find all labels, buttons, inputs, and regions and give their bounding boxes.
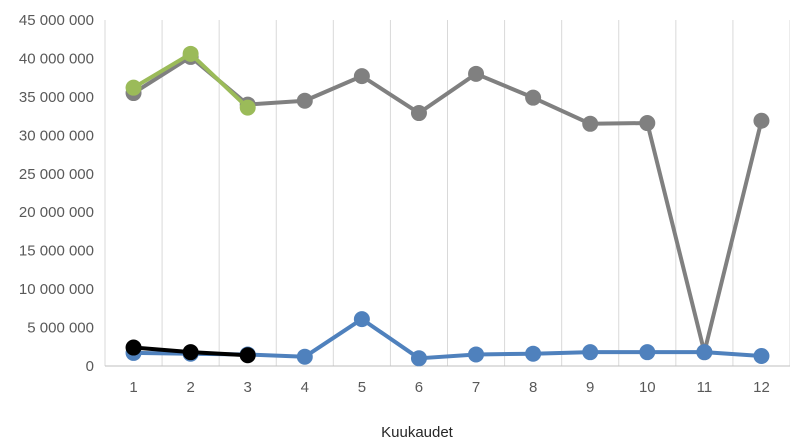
data-point [582, 115, 599, 132]
data-point [410, 105, 427, 122]
x-tick-label: 10 [639, 379, 656, 396]
x-tick-label: 6 [415, 379, 423, 396]
data-point [353, 311, 370, 328]
y-tick-label: 45 000 000 [19, 12, 94, 29]
x-tick-label: 1 [129, 379, 137, 396]
x-tick-label: 4 [301, 379, 309, 396]
x-tick-label: 11 [697, 379, 713, 396]
data-point [525, 89, 542, 106]
x-axis-title: Kuukaudet [381, 424, 454, 440]
x-tick-label: 8 [529, 379, 537, 396]
y-tick-label: 10 000 000 [19, 281, 94, 298]
data-point [410, 350, 427, 367]
data-point [753, 348, 770, 365]
data-point [239, 99, 256, 116]
y-tick-label: 0 [86, 358, 94, 375]
x-tick-label: 12 [753, 379, 770, 396]
data-point [353, 68, 370, 85]
data-point [468, 346, 485, 363]
data-point [182, 344, 199, 361]
data-point [639, 344, 656, 361]
data-point [696, 344, 713, 361]
data-point [468, 65, 485, 82]
data-point [239, 347, 256, 364]
data-point [753, 112, 770, 129]
data-point [125, 339, 142, 356]
vertical-gridlines [104, 20, 790, 366]
x-tick-label: 5 [358, 379, 366, 396]
data-point [125, 79, 142, 96]
data-point [296, 92, 313, 109]
x-tick-label: 3 [244, 379, 252, 396]
x-tick-label: 7 [472, 379, 480, 396]
data-point [182, 45, 199, 62]
y-tick-label: 15 000 000 [19, 243, 94, 260]
y-tick-label: 5 000 000 [27, 320, 94, 337]
series-4 [125, 339, 256, 364]
series-2 [125, 45, 256, 116]
x-tick-label: 9 [586, 379, 594, 396]
y-tick-label: 25 000 000 [19, 166, 94, 183]
data-point [639, 115, 656, 132]
y-tick-label: 20 000 000 [19, 204, 94, 221]
y-tick-label: 30 000 000 [19, 127, 94, 144]
data-point [296, 348, 313, 365]
data-point [582, 344, 599, 361]
y-tick-label: 40 000 000 [19, 50, 94, 67]
data-point [525, 345, 542, 362]
x-tick-label: 2 [186, 379, 194, 396]
x-axis: 1 2 3 4 5 6 7 8 9 10 11 12 [105, 365, 790, 396]
y-axis: 0 5 000 000 10 000 000 15 000 000 20 000 000… [19, 12, 94, 375]
series-group [125, 45, 770, 367]
y-tick-label: 35 000 000 [19, 89, 94, 106]
